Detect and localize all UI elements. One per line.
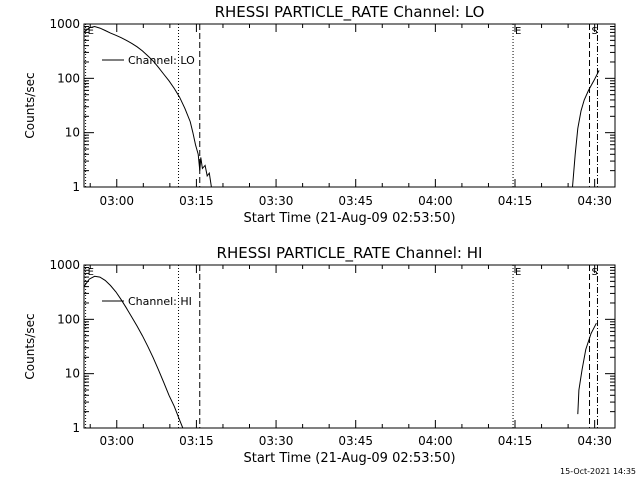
event-marker-label: E xyxy=(88,267,94,278)
y-tick-label: 100 xyxy=(57,71,80,85)
event-marker-label: E xyxy=(88,26,94,37)
legend-label: Channel: LO xyxy=(128,54,195,67)
x-tick-label: 04:15 xyxy=(498,434,533,448)
y-tick-label: 1 xyxy=(72,180,80,194)
y-tick-label: 1000 xyxy=(49,258,80,272)
y-tick-label: 1 xyxy=(72,421,80,435)
y-axis-label: Counts/sec xyxy=(23,72,37,138)
chart-panel-2: RHESSI PARTICLE_RATE Channel: HI Start Ti… xyxy=(23,244,616,466)
event-marker-label: S xyxy=(592,267,598,278)
series-line-segment-2 xyxy=(572,70,600,187)
series-line-segment-2 xyxy=(577,322,597,415)
x-axis-label: Start Time (21-Aug-09 02:53:50) xyxy=(243,211,455,226)
chart-title: RHESSI PARTICLE_RATE Channel: HI xyxy=(217,244,483,263)
x-tick-label: 03:00 xyxy=(99,434,134,448)
chart-panel-1: RHESSI PARTICLE_RATE Channel: LO Start Ti… xyxy=(23,3,616,226)
x-tick-label: 03:15 xyxy=(179,434,214,448)
event-marker-label: E xyxy=(515,26,521,37)
y-tick-label: 1000 xyxy=(49,17,80,31)
legend-label: Channel: HI xyxy=(128,295,192,308)
series-line-segment-1 xyxy=(84,25,212,187)
x-tick-label: 04:30 xyxy=(577,434,612,448)
event-marker-label: E xyxy=(515,267,521,278)
x-tick-label: 03:45 xyxy=(338,194,373,208)
plot-frame xyxy=(83,23,616,188)
chart-title: RHESSI PARTICLE_RATE Channel: LO xyxy=(215,3,485,22)
y-axis-label: Counts/sec xyxy=(23,313,37,379)
plot-frame xyxy=(83,264,616,429)
x-axis-label: Start Time (21-Aug-09 02:53:50) xyxy=(243,451,455,466)
x-tick-label: 04:00 xyxy=(418,194,453,208)
footer-timestamp: 15-Oct-2021 14:35 xyxy=(560,467,636,476)
y-tick-label: 10 xyxy=(65,126,80,140)
y-tick-label: 10 xyxy=(65,367,80,381)
x-tick-label: 03:00 xyxy=(99,194,134,208)
x-tick-label: 03:30 xyxy=(259,434,294,448)
y-tick-label: 100 xyxy=(57,312,80,326)
x-tick-label: 03:15 xyxy=(179,194,214,208)
series-line-segment-1 xyxy=(84,275,184,428)
x-tick-label: 04:30 xyxy=(577,194,612,208)
x-tick-label: 04:00 xyxy=(418,434,453,448)
x-tick-label: 03:45 xyxy=(338,434,373,448)
x-tick-label: 04:15 xyxy=(498,194,533,208)
event-marker-label: S xyxy=(592,26,598,37)
x-tick-label: 03:30 xyxy=(259,194,294,208)
